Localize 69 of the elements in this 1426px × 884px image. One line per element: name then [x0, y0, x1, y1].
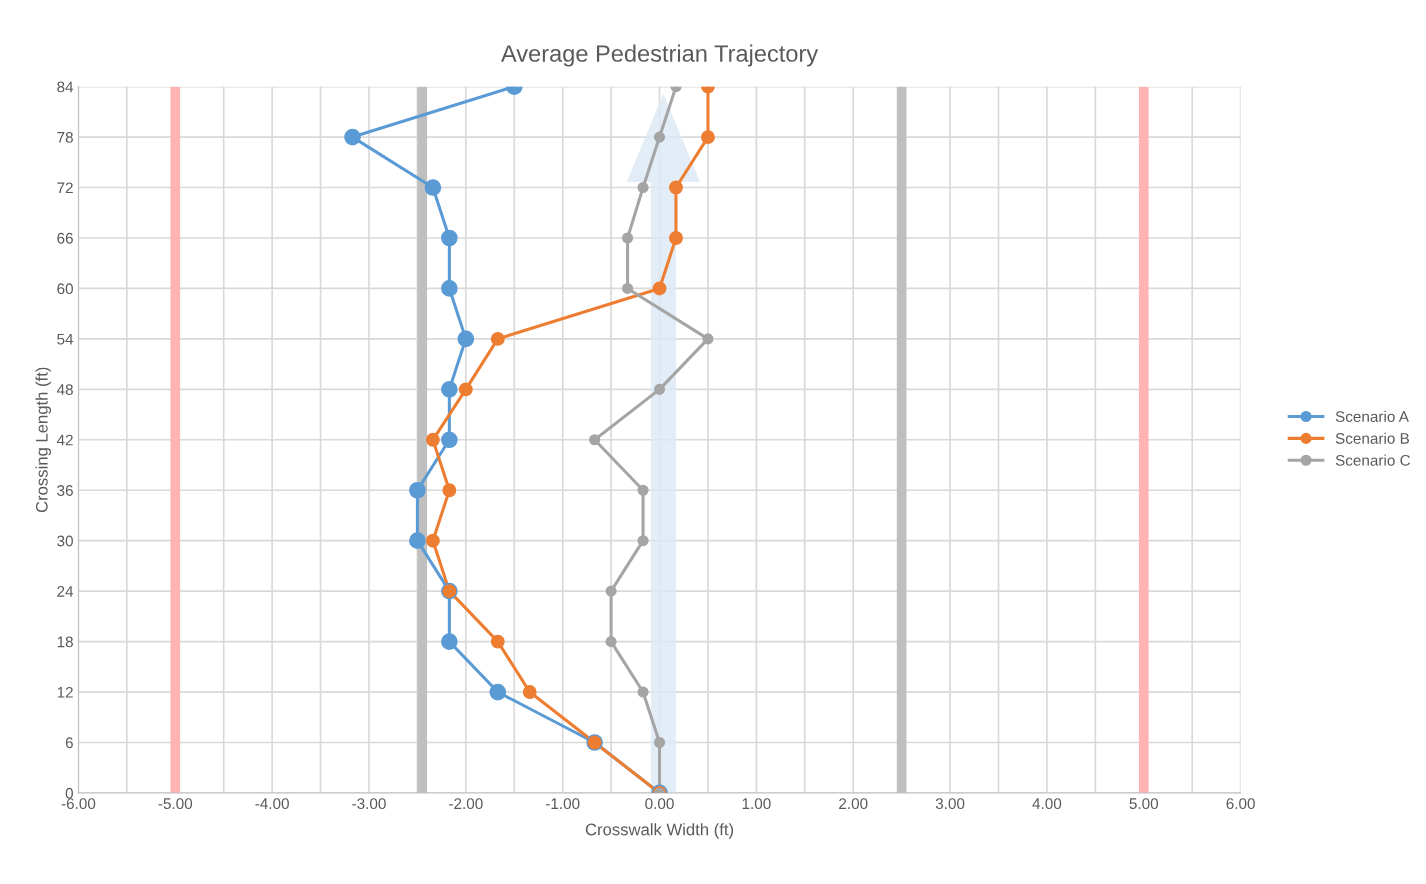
- x-tick-label: -2.00: [449, 798, 483, 810]
- y-tick-label: 18: [57, 636, 73, 648]
- x-tick-label: -4.00: [255, 798, 289, 810]
- y-tick-label: 36: [57, 485, 73, 496]
- y-tick-label: 78: [57, 131, 73, 143]
- point: [637, 686, 649, 698]
- point: [458, 382, 473, 397]
- x-tick-label: -6.00: [61, 798, 96, 810]
- x-tick-label: -1.00: [545, 798, 580, 810]
- legend-label: Scenario B: [1335, 432, 1409, 444]
- y-axis-title: Crossing Length (ft): [35, 367, 52, 513]
- point: [344, 128, 361, 146]
- y-tick-label: 66: [57, 232, 73, 244]
- point: [622, 232, 634, 244]
- point: [457, 330, 475, 348]
- y-tick-label: 72: [57, 182, 73, 194]
- point: [669, 231, 683, 245]
- point: [425, 432, 440, 447]
- point: [605, 636, 617, 648]
- point: [622, 282, 634, 294]
- point: [589, 434, 601, 446]
- x-tick-label: 1.00: [742, 798, 771, 810]
- point: [441, 633, 458, 650]
- point: [522, 685, 537, 699]
- point: [409, 532, 426, 550]
- point: [441, 280, 458, 297]
- y-tick-label: 30: [57, 535, 73, 547]
- y-tick-label: 54: [57, 333, 74, 345]
- x-axis-title: Crosswalk Width (ft): [585, 823, 734, 839]
- y-tick-label: 42: [56, 434, 73, 446]
- x-tick-label: 5.00: [1129, 798, 1159, 810]
- point: [441, 431, 458, 449]
- point: [653, 131, 666, 143]
- legend-label: Scenario C: [1335, 454, 1411, 466]
- point: [409, 481, 426, 499]
- legend-label: Scenario A: [1335, 410, 1409, 423]
- y-tick-label: 6: [65, 737, 73, 749]
- x-tick-label: -5.00: [158, 798, 193, 810]
- chart-title: Average Pedestrian Trajectory: [500, 44, 819, 67]
- point: [652, 281, 667, 296]
- y-tick-label: 60: [57, 283, 73, 295]
- y-tick-label: 24: [57, 586, 74, 597]
- x-tick-label: 3.00: [935, 798, 965, 810]
- x-tick-label: 6.00: [1226, 798, 1255, 810]
- point: [442, 483, 457, 498]
- point: [605, 585, 617, 597]
- point: [637, 181, 649, 194]
- point: [701, 130, 715, 145]
- point: [490, 634, 505, 649]
- y-tick-label: 84: [57, 81, 74, 93]
- point: [653, 383, 666, 395]
- point: [669, 180, 683, 195]
- point: [653, 736, 666, 749]
- x-tick-label: 4.00: [1032, 798, 1062, 810]
- point: [441, 229, 458, 247]
- x-tick-label: 0.00: [645, 798, 674, 810]
- point: [490, 331, 505, 346]
- point: [702, 333, 714, 345]
- y-tick-label: 48: [56, 384, 73, 396]
- y-tick-label: 12: [57, 686, 73, 698]
- point: [441, 381, 458, 398]
- point: [637, 535, 649, 547]
- point: [424, 179, 442, 196]
- point: [637, 484, 649, 496]
- y-tick-label: 0: [65, 787, 73, 799]
- point: [489, 683, 507, 701]
- x-tick-label: 2.00: [839, 798, 868, 810]
- x-tick-label: -3.00: [352, 798, 386, 810]
- point: [425, 533, 440, 548]
